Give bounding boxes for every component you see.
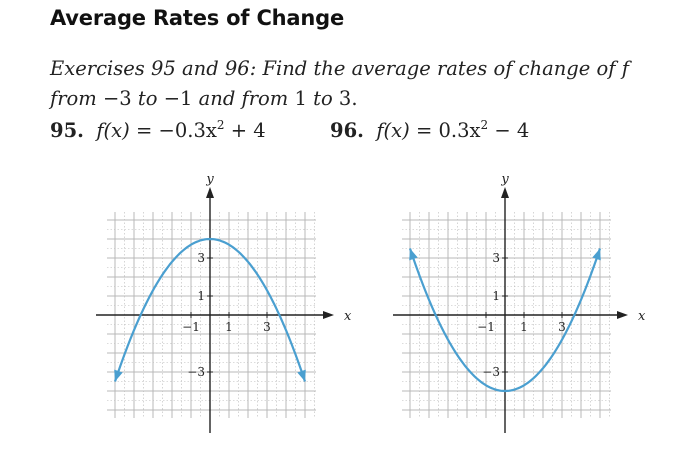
section-heading: Average Rates of Change <box>50 6 345 30</box>
exercise-number: 96. <box>330 119 364 142</box>
function-curve <box>408 248 602 393</box>
exercise-instructions: Exercises 95 and 96: Find the average ra… <box>50 57 629 110</box>
x-tick-label: 1 <box>225 320 233 334</box>
x-tick-label: 3 <box>263 320 271 334</box>
curve-arrow-icon <box>409 248 418 261</box>
exercise-95: 95. f(x) = −0.3x2 + 4 <box>50 118 266 142</box>
function-name: f(x) <box>376 119 410 142</box>
x-axis-label: x <box>344 309 352 324</box>
y-tick-label: 3 <box>492 251 500 265</box>
y-axis-arrow-icon <box>206 187 214 198</box>
x-tick-label: 3 <box>558 320 566 334</box>
y-tick-label: −3 <box>482 365 500 379</box>
y-axis-label: y <box>205 172 214 187</box>
curve-arrow-icon <box>297 369 306 382</box>
y-tick-label: 1 <box>197 289 205 303</box>
y-tick-label: 1 <box>492 289 500 303</box>
y-axis-arrow-icon <box>501 187 509 198</box>
y-tick-label: −3 <box>187 365 205 379</box>
y-tick-label: 3 <box>197 251 205 265</box>
x-tick-label: 1 <box>520 320 528 334</box>
y-axis-label: y <box>500 172 509 187</box>
curve-arrow-icon <box>114 369 123 382</box>
curve-arrow-icon <box>592 248 601 261</box>
x-tick-label: −1 <box>477 320 495 334</box>
function-name: f(x) <box>96 119 130 142</box>
function-curve <box>113 237 307 382</box>
exercise-number: 95. <box>50 119 84 142</box>
x-axis-arrow-icon <box>617 311 628 319</box>
x-tick-label: −1 <box>182 320 200 334</box>
x-axis-label: x <box>638 309 646 324</box>
x-axis-arrow-icon <box>323 311 334 319</box>
exercise-96: 96. f(x) = 0.3x2 − 4 <box>330 118 530 142</box>
